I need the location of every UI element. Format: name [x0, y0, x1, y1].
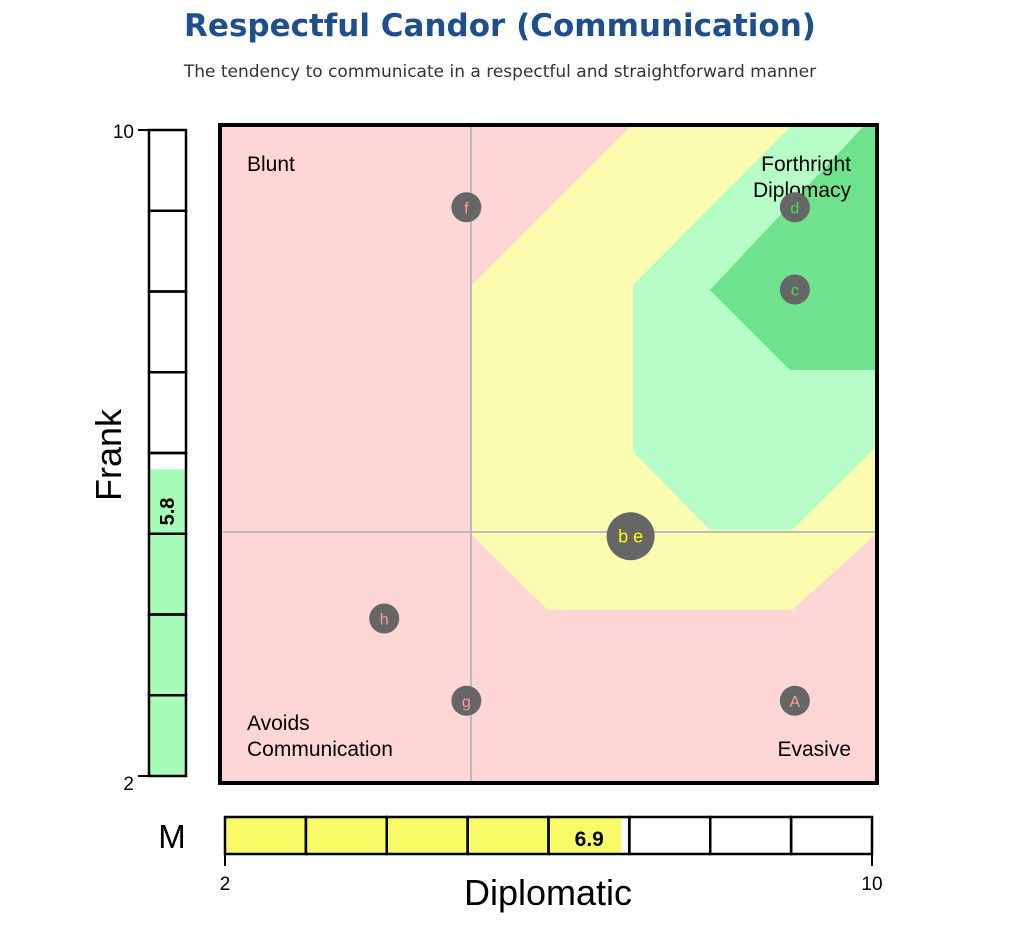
frank-bar-cell	[147, 371, 188, 455]
page-title: Respectful Candor (Communication)	[184, 8, 816, 44]
point-marker	[451, 685, 482, 716]
point-marker	[779, 274, 810, 305]
frank-bar-cell	[147, 209, 188, 293]
point-label: b e	[618, 526, 643, 546]
point-marker	[369, 603, 400, 634]
diplomatic-bar-cell	[628, 815, 712, 856]
diplomatic-bar-cell	[789, 815, 874, 856]
point-label: g	[462, 694, 471, 711]
quadrant-label-tr-2: Diplomacy	[753, 179, 852, 202]
frank-bar-fill	[148, 469, 186, 776]
x-tick-10: 10	[861, 874, 882, 895]
point-label: A	[790, 694, 801, 711]
zone-top	[710, 127, 875, 370]
quadrant-label-bl-1: Avoids	[247, 712, 310, 735]
diplomatic-bar-fill	[225, 817, 622, 854]
plot-border	[218, 123, 879, 785]
diplomatic-bar: M 6.9 2 10 Diplomatic	[158, 815, 883, 913]
point-marker	[451, 192, 482, 223]
data-point-g: g	[451, 685, 482, 716]
y-axis-label: Frank	[88, 408, 129, 501]
diplomatic-bar-value: 6.9	[575, 828, 604, 851]
point-marker	[779, 192, 810, 223]
point-label: f	[464, 200, 469, 217]
data-point-h: h	[369, 603, 400, 634]
point-label: d	[790, 200, 799, 217]
frank-bar-cell	[147, 694, 188, 778]
quadrant-label-tl: Blunt	[247, 153, 295, 176]
data-point-be: b e	[606, 512, 655, 561]
y-tick-2: 2	[123, 774, 134, 795]
frank-bar-cell	[147, 128, 188, 212]
data-point-f: f	[451, 192, 482, 223]
frank-bar-cell	[147, 290, 188, 374]
diplomatic-bar-cell	[709, 815, 793, 856]
y-tick-10: 10	[113, 122, 134, 143]
data-point-d: d	[779, 192, 810, 223]
data-point-A: A	[779, 685, 810, 716]
diplomatic-bar-prefix: M	[158, 818, 186, 855]
frank-bar-value: 5.8	[157, 498, 179, 526]
x-tick-2: 2	[220, 874, 231, 895]
point-label: h	[380, 612, 389, 629]
point-label: c	[791, 283, 799, 300]
frank-bar: 10 2 5.8 Frank	[88, 122, 188, 795]
point-marker	[606, 512, 655, 561]
quadrant-label-tr-1: Forthright	[761, 153, 851, 176]
data-point-c: c	[779, 274, 810, 305]
page-subtitle: The tendency to communicate in a respect…	[183, 62, 817, 82]
x-axis-label: Diplomatic	[464, 872, 632, 913]
quadrant-label-bl-2: Communication	[247, 738, 393, 761]
quadrant-label-br: Evasive	[777, 738, 851, 761]
plot-area: Blunt Forthright Diplomacy Avoids Commun…	[218, 123, 879, 785]
point-marker	[779, 685, 810, 716]
